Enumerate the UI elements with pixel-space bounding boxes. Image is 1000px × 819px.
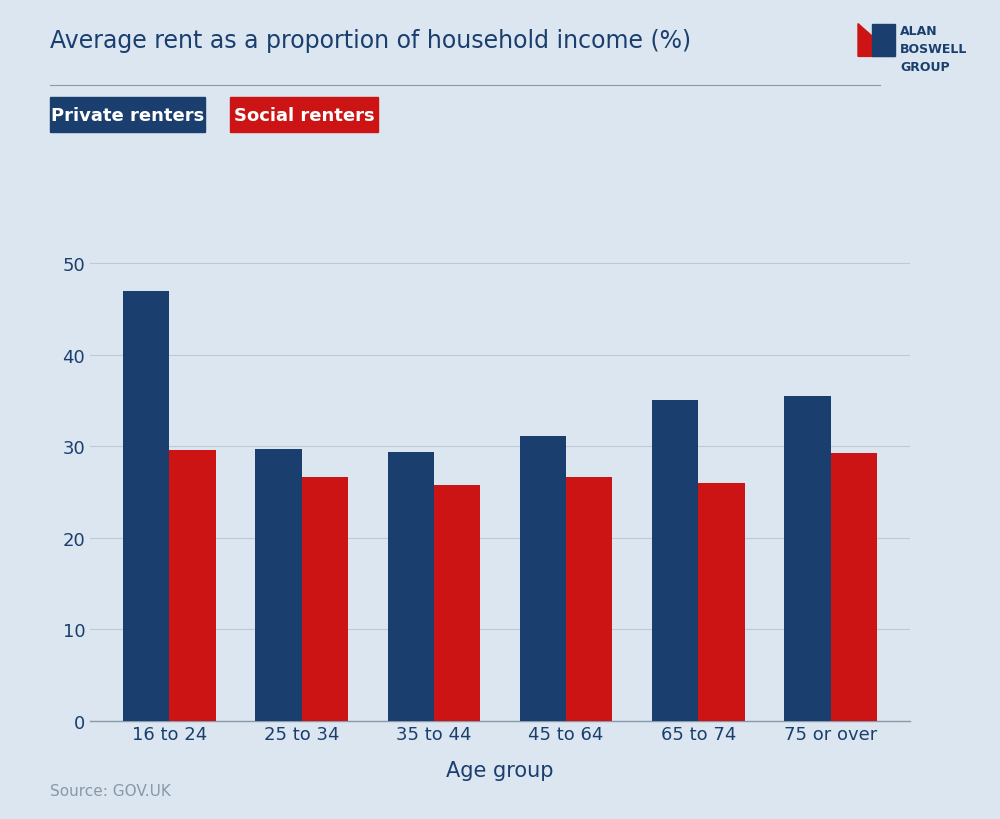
Bar [520, 437, 566, 721]
Bar [123, 292, 169, 721]
Bar [434, 485, 480, 721]
Bar [698, 483, 745, 721]
Text: Social renters: Social renters [234, 106, 374, 124]
Bar [784, 396, 831, 721]
Text: Private renters: Private renters [51, 106, 204, 124]
Bar [302, 477, 348, 721]
X-axis label: Age group: Age group [446, 760, 554, 781]
Bar [652, 401, 698, 721]
Text: ALAN
BOSWELL
GROUP: ALAN BOSWELL GROUP [900, 25, 967, 74]
Bar [169, 450, 216, 721]
Bar [566, 477, 612, 721]
Text: Source: GOV.UK: Source: GOV.UK [50, 784, 171, 799]
Bar [388, 452, 434, 721]
Bar [831, 453, 877, 721]
Bar [255, 450, 302, 721]
Text: Average rent as a proportion of household income (%): Average rent as a proportion of househol… [50, 29, 691, 52]
